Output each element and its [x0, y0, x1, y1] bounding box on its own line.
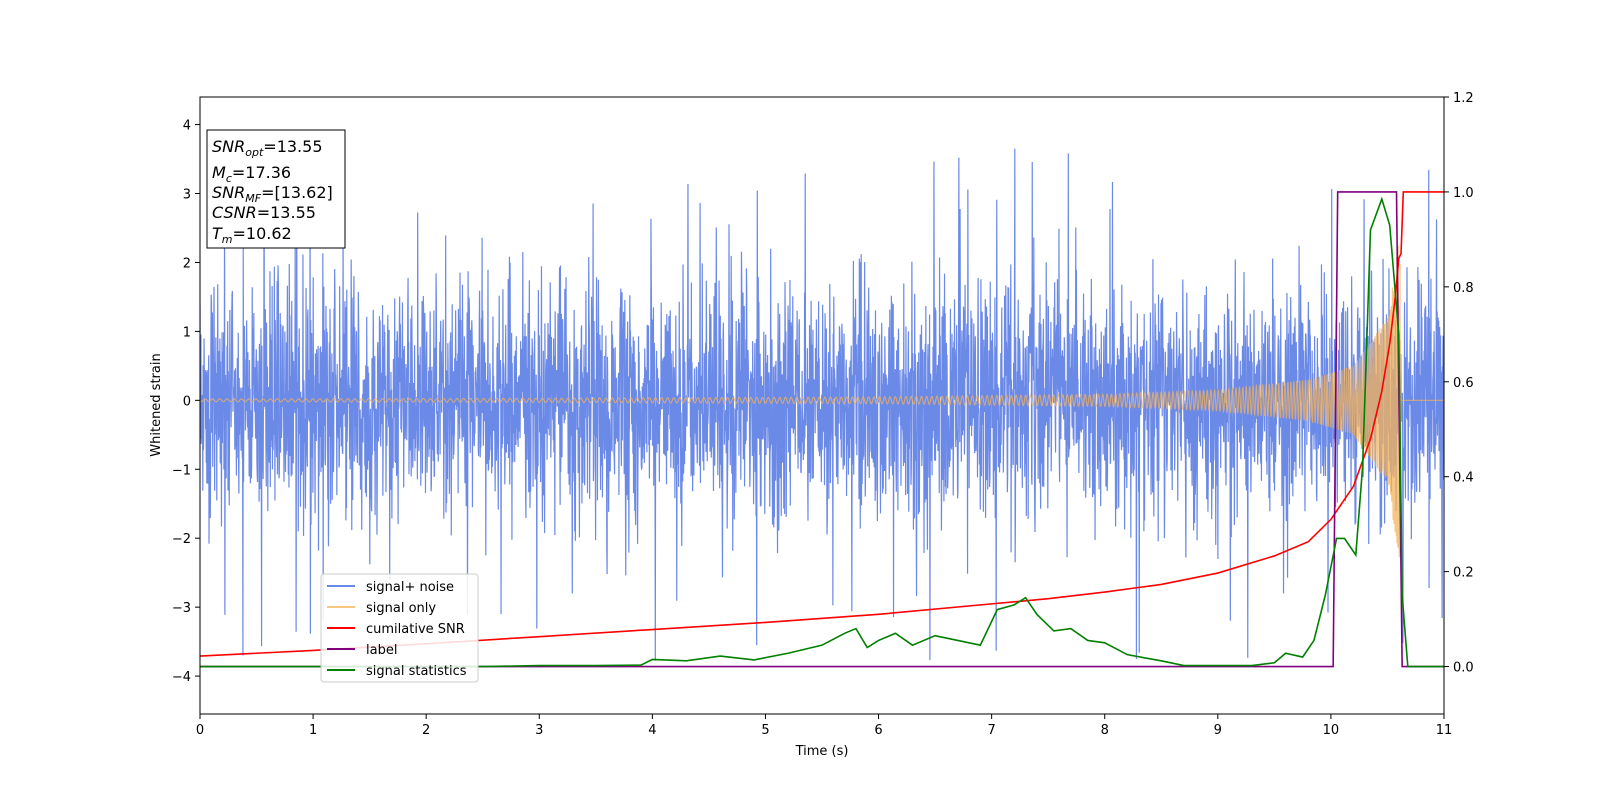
y-tick-label-right: 0.4 [1453, 471, 1474, 486]
x-tick-label: 5 [761, 723, 769, 738]
x-tick-label: 9 [1214, 723, 1222, 738]
y-tick-label-right: 0.8 [1453, 281, 1474, 296]
x-tick-label: 6 [874, 723, 882, 738]
y-tick-label-right: 0.2 [1453, 566, 1474, 581]
y-tick-label-left: 0 [183, 394, 191, 409]
y-tick-label-right: 0.6 [1453, 376, 1474, 391]
legend-label: label [366, 643, 397, 658]
x-tick-label: 8 [1101, 723, 1109, 738]
y-tick-label-left: 4 [183, 119, 191, 134]
plot-frame [199, 96, 1445, 715]
snr-opt-text: SNRopt=13.55 [212, 137, 323, 159]
y-tick-label-left: −4 [172, 670, 191, 685]
y-tick-label-left: 2 [183, 256, 191, 271]
mc-text: Mc=17.36 [212, 163, 291, 185]
y-tick-label-left: −3 [172, 601, 191, 616]
legend-label: signal only [366, 601, 436, 616]
annotation-box: SNRopt=13.55 Mc=17.36 SNRMF=[13.62] CSNR… [206, 129, 346, 249]
x-tick-label: 0 [196, 723, 204, 738]
y-tick-label-left: 3 [183, 188, 191, 203]
x-tick-label: 4 [648, 723, 656, 738]
series-line-signal-only [200, 245, 1444, 558]
y-tick-label-right: 1.0 [1453, 186, 1474, 201]
x-tick-label: 2 [422, 723, 430, 738]
x-tick-label: 7 [987, 723, 995, 738]
y-tick-label-left: −2 [172, 532, 191, 547]
legend: signal+ noise signal only cumilative SNR la… [320, 573, 479, 683]
csnr-text: CSNR=13.55 [212, 203, 316, 222]
y-tick-label-right: 0.0 [1453, 661, 1474, 676]
snr-mf-text: SNRMF=[13.62] [212, 183, 333, 205]
x-tick-label: 1 [309, 723, 317, 738]
series-line-signal-statistics [200, 196, 1444, 668]
tm-text: Tm=10.62 [212, 224, 292, 246]
y-tick-label-left: −1 [172, 463, 191, 478]
x-axis-title: Time (s) [795, 744, 849, 759]
legend-label: cumilative SNR [366, 622, 465, 637]
legend-label: signal+ noise [366, 580, 454, 595]
y-axis-title: Whitened strain [149, 353, 164, 456]
legend-label: signal statistics [366, 664, 467, 679]
y-tick-label-left: 1 [183, 325, 191, 340]
x-tick-label: 3 [535, 723, 543, 738]
x-tick-label: 10 [1323, 723, 1340, 738]
y-tick-label-right: 1.2 [1453, 91, 1474, 106]
x-tick-label: 11 [1436, 723, 1453, 738]
series-line-cumilative-snr [200, 191, 1444, 657]
